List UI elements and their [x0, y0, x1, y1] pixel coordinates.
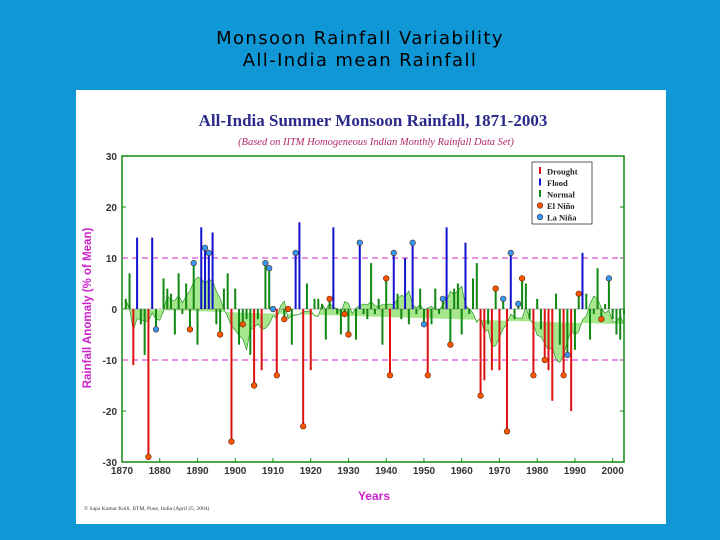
x-tick-label: 1910 [262, 466, 285, 477]
slide-title: Monsoon Rainfall Variability All-India m… [0, 28, 720, 72]
la-nina-marker-1889 [190, 260, 197, 267]
legend-label: Flood [547, 178, 568, 188]
la-nina-marker-1950 [420, 321, 428, 328]
x-tick-label: 1990 [564, 466, 587, 477]
x-tick-label: 1870 [111, 466, 134, 477]
y-axis-label: Rainfall Anomaly (% of Mean) [82, 228, 94, 389]
x-tick-label: 1940 [375, 466, 398, 477]
el-nino-marker-1902 [239, 321, 246, 328]
slide-title-line1: Monsoon Rainfall Variability [216, 28, 504, 49]
el-nino-marker-1982 [541, 356, 548, 364]
la-nina-marker-1892 [201, 244, 209, 251]
la-nina-marker-1908 [262, 260, 269, 267]
legend-swatch [536, 202, 544, 209]
el-nino-marker-1905 [251, 382, 258, 389]
y-tick-label: -20 [103, 407, 118, 418]
rainfall-chart: All-India Summer Monsoon Rainfall, 1871-… [82, 111, 625, 512]
el-nino-marker-1911 [273, 372, 280, 379]
el-nino-marker-1888 [186, 326, 194, 333]
x-tick-label: 1920 [300, 466, 323, 477]
el-nino-marker-1930 [345, 331, 352, 338]
el-nino-marker-1929 [341, 311, 348, 318]
la-nina-marker-1975 [515, 300, 522, 307]
y-tick-label: -10 [103, 356, 118, 367]
plot-area: -30 -20 -10 0 10 20 30 1870 1880 1890 1900 1910 1920… [103, 152, 625, 477]
x-tick-label: 1900 [224, 466, 247, 477]
legend-label: Drought [547, 167, 578, 177]
la-nina-marker-1942 [390, 249, 397, 256]
el-nino-marker-1940 [383, 275, 390, 282]
la-nina-marker-1916 [292, 249, 299, 256]
x-tick-label: 1930 [337, 466, 360, 477]
x-tick-label: 1980 [526, 466, 549, 477]
la-nina-marker-1893 [205, 249, 212, 256]
la-nina-marker-1955 [439, 295, 446, 302]
chart-subtitle: (Based on IITM Homogeneous Indian Monthl… [238, 137, 514, 148]
legend-label: Normal [547, 190, 575, 200]
chart-title: All-India Summer Monsoon Rainfall, 1871-… [199, 111, 548, 130]
la-nina-marker-1933 [356, 239, 363, 246]
legend-label: La Niña [547, 213, 577, 223]
x-tick-label: 1960 [451, 466, 474, 477]
y-tick-label: 30 [106, 152, 118, 163]
x-tick-label: 2000 [602, 466, 625, 477]
el-nino-marker-1976 [518, 275, 526, 282]
x-tick-label: 1890 [186, 466, 209, 477]
y-tick-label: 20 [106, 203, 118, 214]
credit-text: © Sapa Kumar Kolli, IITM, Pune, India (A… [84, 505, 209, 512]
legend-swatch [536, 213, 544, 221]
y-tick-label: 0 [111, 305, 117, 316]
el-nino-marker-1987 [560, 372, 567, 379]
el-nino-marker-1991 [575, 290, 582, 297]
el-nino-marker-1899 [228, 438, 235, 445]
el-nino-marker-1913 [281, 316, 288, 323]
el-nino-marker-1997 [598, 316, 605, 323]
la-nina-marker-1999 [605, 275, 613, 282]
la-nina-marker-1909 [266, 265, 273, 272]
el-nino-marker-1965 [477, 392, 484, 399]
y-tick-label: 10 [106, 254, 118, 265]
el-nino-marker-1914 [284, 305, 292, 313]
el-nino-marker-1957 [447, 341, 454, 348]
el-nino-marker-1877 [145, 453, 152, 461]
el-nino-marker-1969 [492, 285, 499, 292]
la-nina-marker-1947 [409, 239, 416, 246]
chart-panel: All-India Summer Monsoon Rainfall, 1871-… [76, 90, 666, 524]
el-nino-marker-1979 [530, 372, 537, 379]
el-nino-marker-1972 [503, 428, 511, 435]
el-nino-marker-1941 [386, 372, 394, 379]
slide-title-line2: All-India mean Rainfall [242, 50, 478, 71]
el-nino-marker-1951 [424, 372, 431, 379]
x-tick-label: 1970 [488, 466, 511, 477]
el-nino-marker-1918 [300, 423, 307, 430]
la-nina-marker-1988 [564, 351, 571, 359]
la-nina-marker-1971 [500, 295, 507, 302]
la-nina-marker-1910 [269, 305, 277, 313]
x-tick-label: 1950 [413, 466, 436, 477]
x-axis-label: Years [358, 489, 390, 503]
legend-box [531, 161, 593, 225]
el-nino-marker-1925 [326, 295, 333, 302]
y-tick-label: -30 [103, 458, 118, 469]
la-nina-marker-1879 [152, 326, 160, 333]
x-tick-label: 1880 [149, 466, 172, 477]
el-nino-marker-1896 [217, 331, 224, 338]
legend-label: El Niño [547, 201, 575, 211]
la-nina-marker-1973 [507, 249, 514, 256]
